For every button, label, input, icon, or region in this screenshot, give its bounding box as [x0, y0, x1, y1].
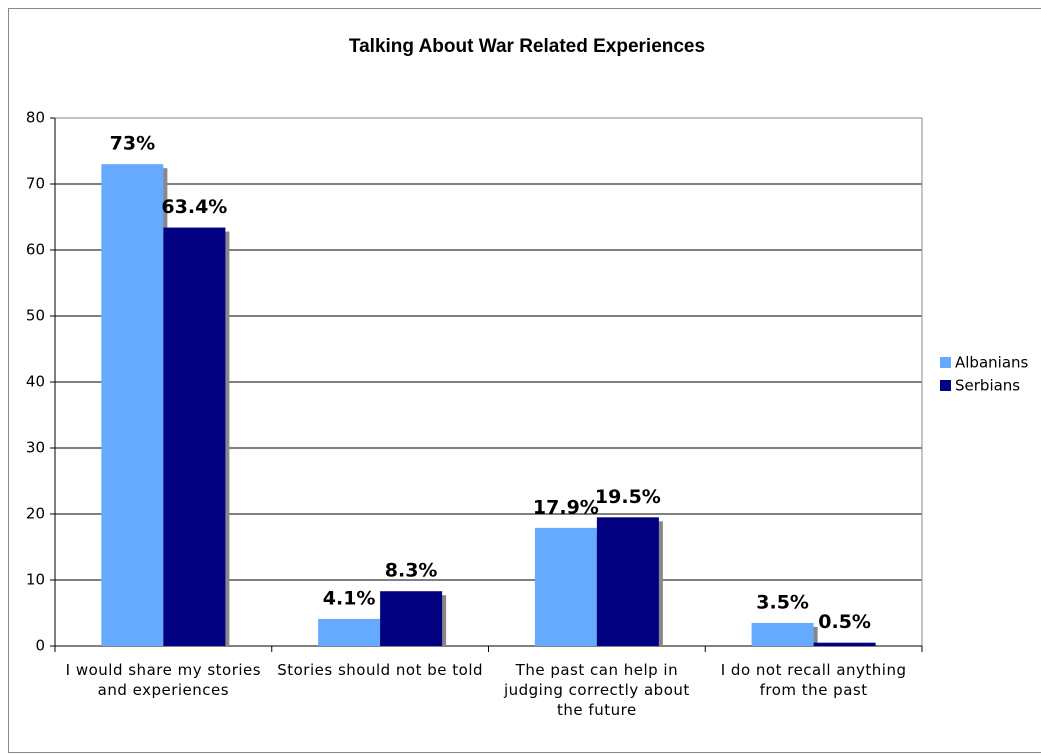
- x-tick-label: Stories should not be told: [277, 661, 484, 679]
- chart-title: Talking About War Related Experiences: [349, 36, 705, 57]
- data-label: 0.5%: [818, 611, 871, 633]
- y-tick-label: 70: [26, 175, 45, 193]
- legend-swatch: [940, 357, 951, 368]
- y-tick-label: 50: [26, 307, 45, 325]
- legend-label: Serbians: [955, 377, 1020, 395]
- y-tick-label: 10: [26, 571, 45, 589]
- data-label: 17.9%: [533, 496, 599, 518]
- data-label: 8.3%: [385, 560, 438, 582]
- y-tick-label: 60: [26, 241, 45, 259]
- y-tick-label: 40: [26, 373, 45, 391]
- y-tick-label: 30: [26, 439, 45, 457]
- bar: [534, 527, 597, 646]
- y-tick-label: 80: [26, 109, 45, 127]
- bar: [101, 164, 164, 646]
- data-label: 73%: [110, 133, 155, 155]
- data-label: 63.4%: [161, 196, 227, 218]
- y-tick-label: 20: [26, 505, 45, 523]
- data-label: 3.5%: [756, 591, 809, 613]
- data-label: 4.1%: [323, 587, 376, 609]
- bar: [596, 517, 659, 646]
- x-tick-label: The past can help in judging correctly a…: [503, 661, 690, 719]
- legend-swatch: [940, 380, 951, 391]
- y-tick-label: 0: [35, 637, 45, 655]
- legend-label: Albanians: [955, 354, 1029, 372]
- bar: [813, 642, 876, 646]
- data-label: 19.5%: [595, 486, 661, 508]
- bar: [318, 618, 381, 646]
- x-tick-label: I do not recall anything from the past: [720, 661, 907, 699]
- bar: [751, 622, 814, 646]
- chart-border: [8, 8, 1041, 753]
- x-tick-label: I would share my stories and experiences: [65, 661, 262, 699]
- bar: [380, 591, 443, 646]
- bar: [163, 227, 226, 646]
